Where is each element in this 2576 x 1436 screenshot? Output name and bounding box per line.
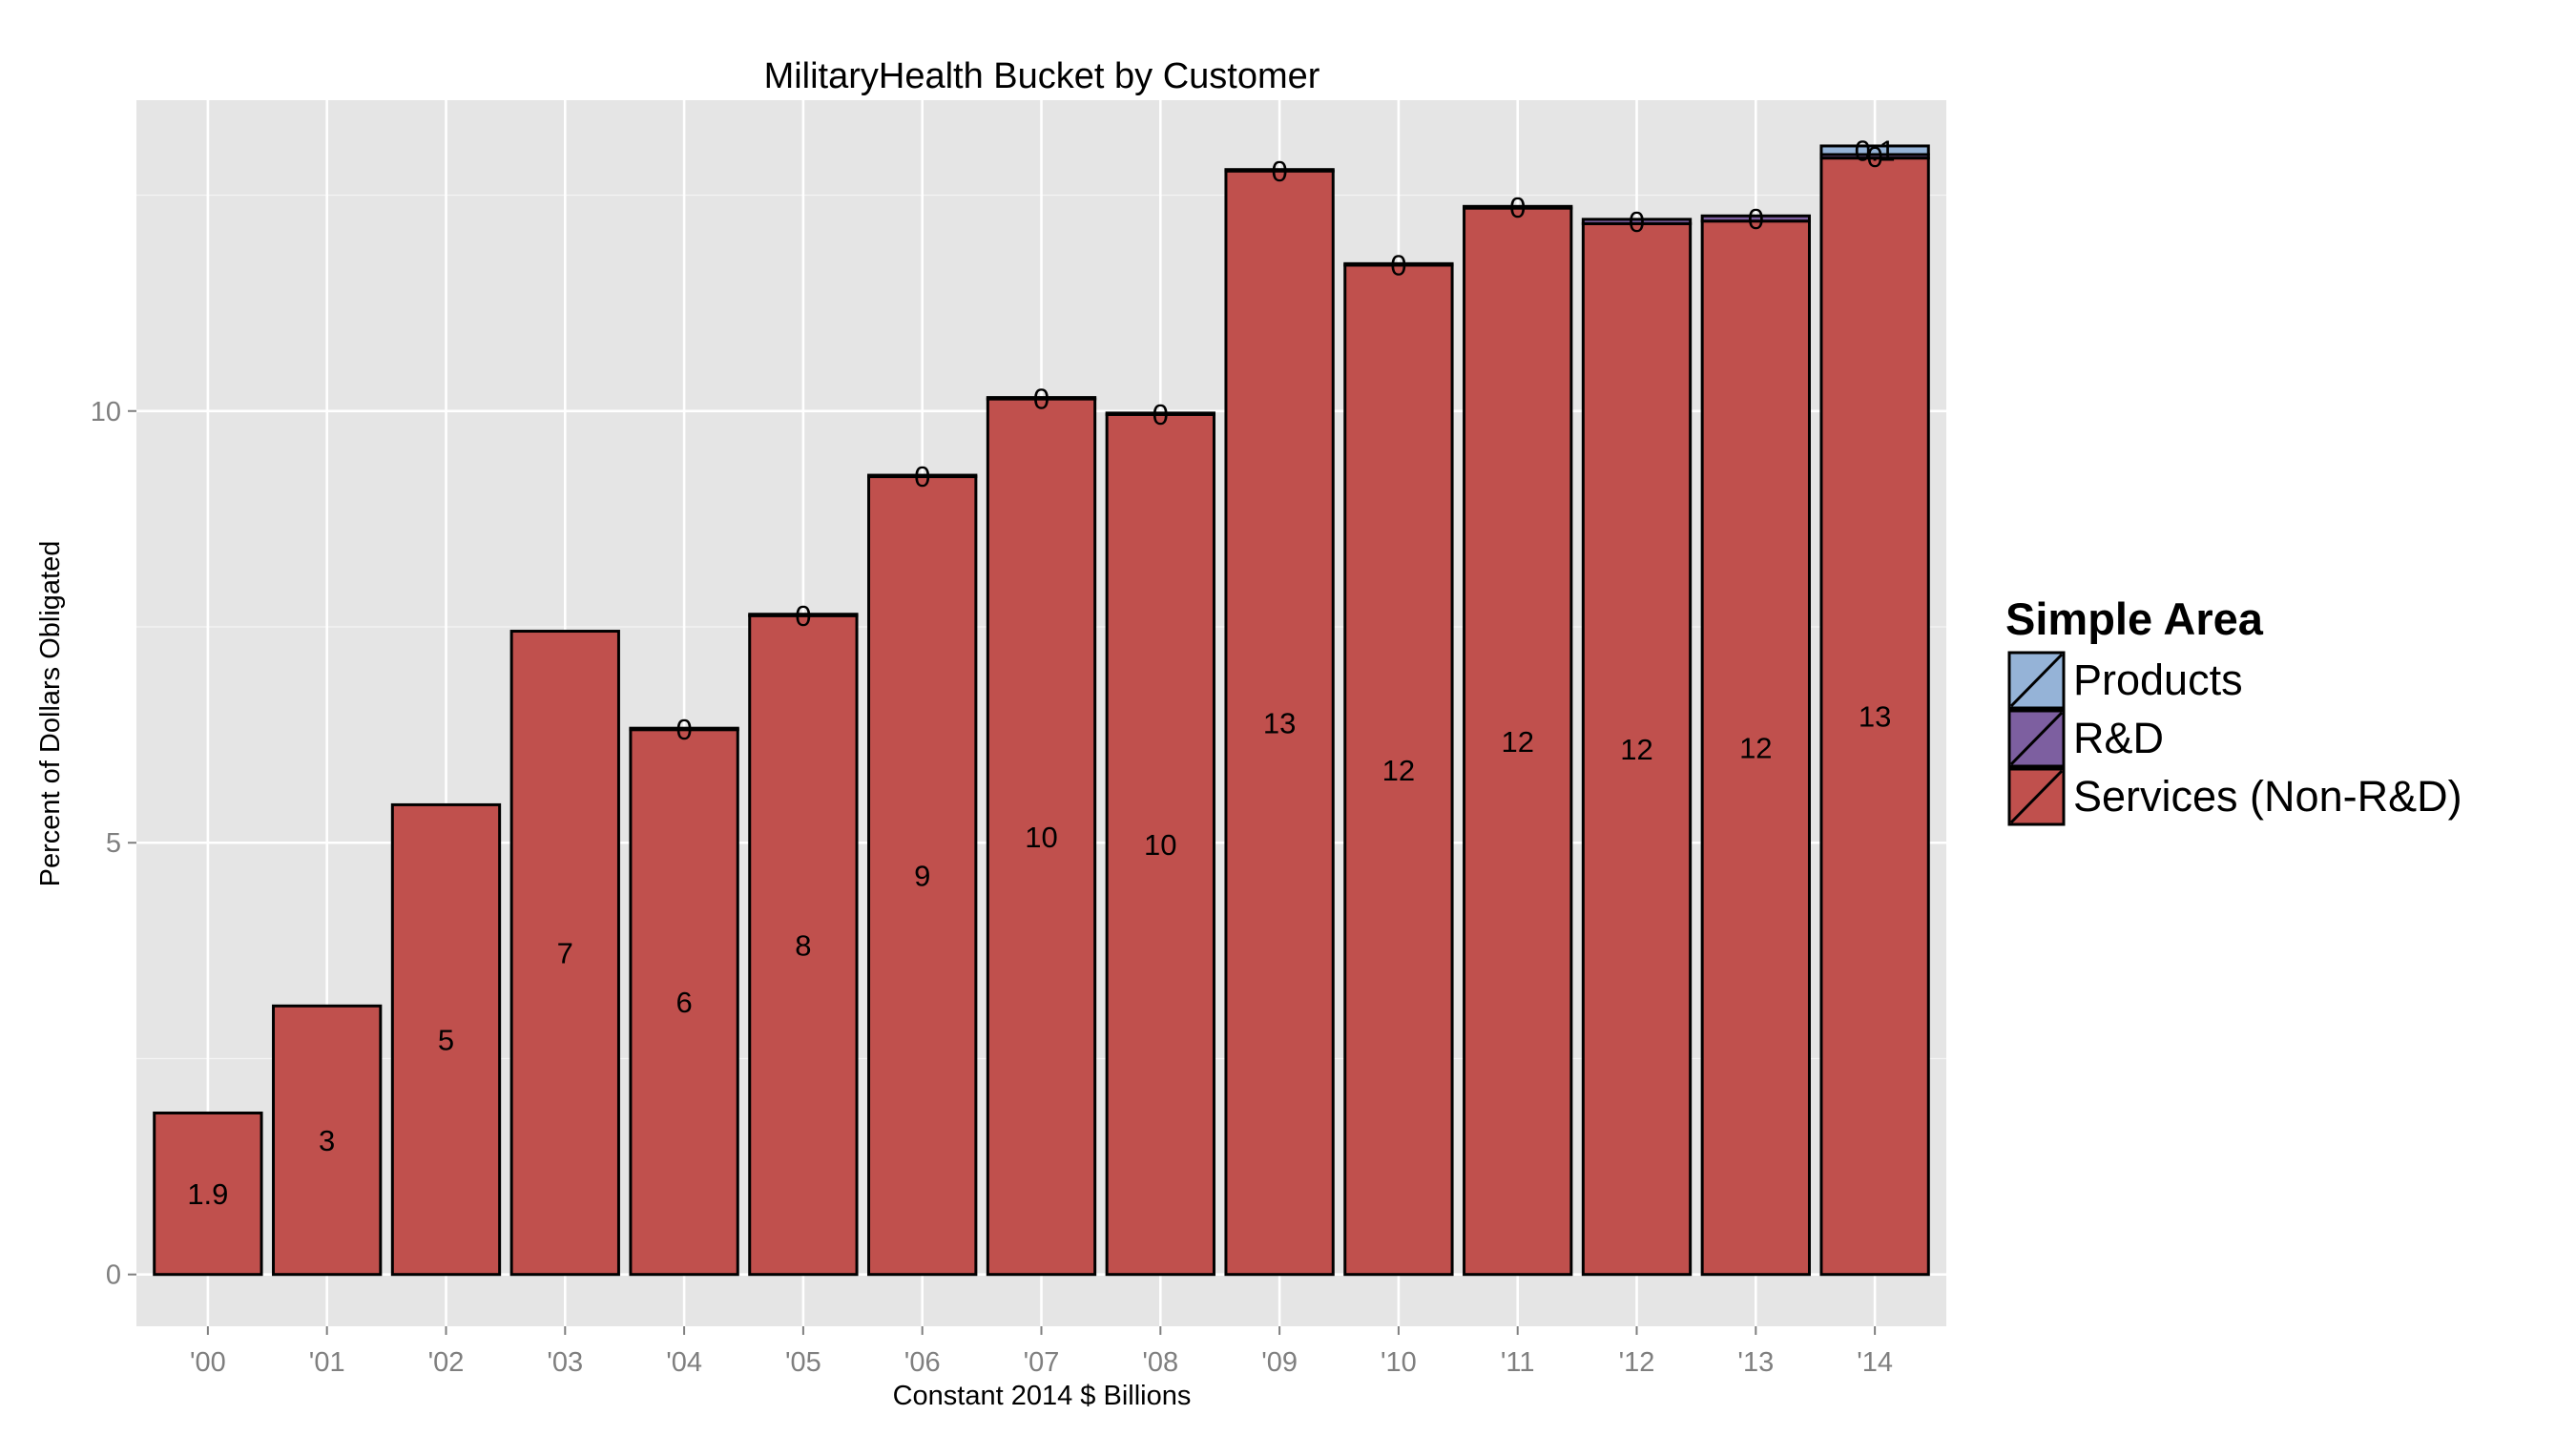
x-tick-label: '02 xyxy=(428,1347,465,1378)
data-label-r-d: 0 xyxy=(675,713,692,746)
bar-r-d xyxy=(986,396,1097,401)
bar-services-non-r-d xyxy=(509,630,620,1277)
bar-services-non-r-d xyxy=(272,1004,383,1277)
bar-services-non-r-d xyxy=(1819,156,1930,1277)
y-tick-label: 0 xyxy=(106,1260,121,1291)
data-label-services-non-r-d: 10 xyxy=(1025,821,1057,854)
data-label-services-non-r-d: 13 xyxy=(1859,700,1891,734)
data-label-services-non-r-d: 10 xyxy=(1144,828,1176,862)
x-tick-label: '04 xyxy=(666,1347,702,1378)
bar-services-non-r-d xyxy=(867,475,978,1277)
bar-services-non-r-d xyxy=(629,728,739,1277)
bar-services-non-r-d xyxy=(153,1111,263,1277)
data-label-r-d: 0 xyxy=(1509,191,1526,224)
x-tick-label: '12 xyxy=(1619,1347,1655,1378)
data-label-services-non-r-d: 9 xyxy=(914,860,930,893)
x-tick-label: '03 xyxy=(547,1347,583,1378)
x-tick-label: '01 xyxy=(309,1347,345,1378)
axes-layer: 0 5 10 '00 '01 '02 '03 '04 '05 '06 '07 '08 '09 '10 '11… xyxy=(91,397,1893,1378)
legend-label-r-d: R&D xyxy=(2073,714,2164,762)
chart-title: MilitaryHealth Bucket by Customer xyxy=(764,56,1320,96)
legend: Simple Area Products R&D Services (Non-R&D… xyxy=(2005,593,2462,826)
data-label-services-non-r-d: 12 xyxy=(1382,754,1415,787)
bar-r-d xyxy=(748,613,859,617)
bar-r-d xyxy=(1343,261,1454,267)
bar-services-non-r-d xyxy=(1581,221,1693,1277)
y-axis-title: Percent of Dollars Obligated xyxy=(35,541,66,887)
data-label-r-d: 0 xyxy=(1866,140,1882,174)
bar-r-d xyxy=(1581,218,1693,225)
data-label-services-non-r-d: 13 xyxy=(1263,706,1296,739)
x-tick-label: '07 xyxy=(1024,1347,1060,1378)
bar-services-non-r-d xyxy=(986,397,1097,1277)
x-tick-label: '13 xyxy=(1737,1347,1774,1378)
bar-r-d xyxy=(1463,204,1573,210)
bar-services-non-r-d xyxy=(1105,412,1215,1277)
legend-label-products: Products xyxy=(2073,656,2243,704)
x-tick-label: '00 xyxy=(190,1347,226,1378)
data-label-services-non-r-d: 12 xyxy=(1620,733,1652,766)
data-label-r-d: 0 xyxy=(1629,205,1645,239)
legend-label-services-non-r-d: Services (Non-R&D) xyxy=(2073,772,2462,821)
bar-r-d xyxy=(1105,411,1215,416)
data-label-r-d: 0 xyxy=(1153,398,1169,431)
x-tick-label: '08 xyxy=(1142,1347,1178,1378)
y-tick-label: 5 xyxy=(106,828,121,859)
data-label-services-non-r-d: 12 xyxy=(1501,725,1533,759)
data-label-products: 0.1 xyxy=(1855,134,1896,167)
data-label-services-non-r-d: 8 xyxy=(795,928,811,962)
x-tick-label: '14 xyxy=(1857,1347,1893,1378)
data-label-services-non-r-d: 12 xyxy=(1739,732,1772,765)
legend-key-slash xyxy=(2009,653,2064,708)
legend-title: Simple Area xyxy=(2005,593,2264,644)
bar-services-non-r-d xyxy=(1224,169,1335,1277)
data-label-r-d: 0 xyxy=(1033,383,1049,416)
data-label-services-non-r-d: 6 xyxy=(675,986,692,1019)
bar-r-d xyxy=(867,473,978,479)
bar-products xyxy=(1819,144,1930,156)
data-label-services-non-r-d: 1.9 xyxy=(187,1177,228,1211)
data-label-r-d: 0 xyxy=(795,599,811,633)
bar-r-d xyxy=(1224,168,1335,173)
bars-layer xyxy=(153,144,1930,1277)
bar-services-non-r-d xyxy=(748,614,859,1277)
bar-r-d xyxy=(629,726,739,732)
data-label-r-d: 0 xyxy=(1271,155,1287,188)
data-label-r-d: 0 xyxy=(1390,248,1406,281)
x-axis-title: Constant 2014 $ Billions xyxy=(893,1381,1192,1411)
x-tick-label: '05 xyxy=(785,1347,821,1378)
data-label-services-non-r-d: 7 xyxy=(557,937,573,970)
y-tick-label: 10 xyxy=(91,397,121,427)
data-label-r-d: 0 xyxy=(914,460,930,493)
legend-key-slash xyxy=(2009,769,2064,824)
bar-services-non-r-d xyxy=(1463,206,1573,1277)
data-label-services-non-r-d: 3 xyxy=(319,1124,335,1157)
legend-key-slash xyxy=(2009,711,2064,766)
bar-services-non-r-d xyxy=(390,802,502,1277)
data-label-services-non-r-d: 5 xyxy=(438,1024,454,1057)
x-tick-label: '09 xyxy=(1261,1347,1298,1378)
x-tick-label: '10 xyxy=(1381,1347,1417,1378)
bar-r-d xyxy=(1700,214,1811,223)
x-tick-label: '11 xyxy=(1501,1347,1535,1378)
x-tick-label: '06 xyxy=(904,1347,941,1378)
data-label-r-d: 0 xyxy=(1748,202,1764,236)
